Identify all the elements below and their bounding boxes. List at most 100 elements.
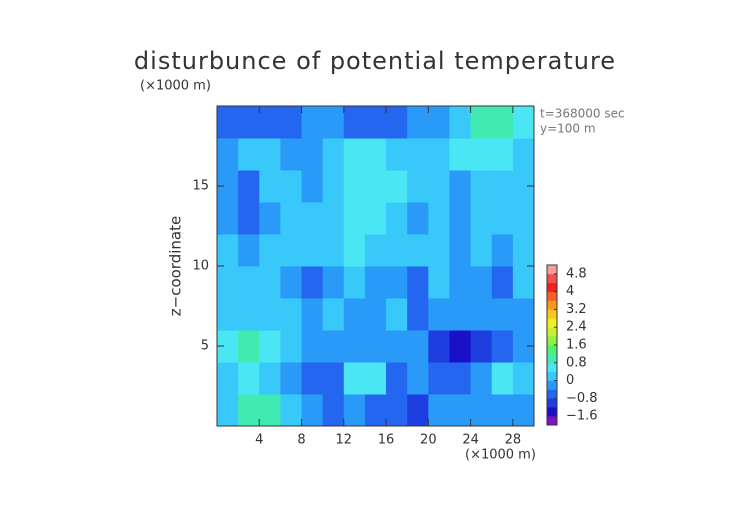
heatmap-cell: [386, 362, 408, 395]
colorbar-bin: [547, 398, 557, 408]
heatmap-cell: [280, 138, 303, 171]
heatmap-cell: [470, 330, 493, 363]
heatmap-cell: [470, 202, 493, 235]
heatmap-cell: [343, 298, 366, 331]
heatmap-cell: [364, 234, 387, 267]
heatmap-cell: [407, 330, 429, 363]
heatmap-cell: [280, 202, 303, 235]
heatmap-cell: [280, 106, 303, 139]
heatmap-cell: [259, 330, 281, 363]
heatmap-cell: [259, 298, 281, 331]
heatmap-cell: [407, 106, 429, 139]
heatmap-cell: [491, 234, 514, 267]
heatmap-cell: [428, 234, 450, 267]
heatmap-cell: [217, 202, 239, 235]
x-tick-label: 12: [336, 433, 353, 448]
heatmap-cell: [238, 266, 260, 299]
heatmap-cell: [449, 202, 472, 235]
heatmap-cell: [470, 362, 493, 395]
heatmap-cell: [322, 234, 345, 267]
heatmap-cell: [217, 138, 239, 171]
heatmap-cell: [512, 330, 535, 363]
colorbar-tick-label: 2.4: [566, 320, 587, 335]
heatmap-cell: [364, 362, 387, 395]
heatmap-cell: [259, 170, 281, 203]
colorbar-bin: [547, 371, 557, 381]
heatmap-cell: [449, 298, 472, 331]
heatmap-cell: [301, 106, 324, 139]
heatmap-cell: [449, 106, 472, 139]
x-tick-label: 16: [378, 433, 395, 448]
x-unit: (×1000 m): [465, 448, 536, 463]
heatmap-cell: [343, 266, 366, 299]
heatmap-cell: [217, 170, 239, 203]
heatmap-cell: [470, 234, 493, 267]
heatmap-cell: [449, 138, 472, 171]
heatmap-cell: [449, 266, 472, 299]
heatmap-cell: [364, 394, 387, 427]
colorbar-tick-label: 3.2: [566, 302, 587, 317]
heatmap-cell: [491, 266, 514, 299]
heatmap-cell: [512, 234, 535, 267]
heatmap-cell: [428, 202, 450, 235]
heatmap-cell: [301, 362, 324, 395]
heatmap-cell: [301, 330, 324, 363]
heatmap-cell: [428, 170, 450, 203]
x-tick-label: 20: [420, 433, 437, 448]
y-tick-label: 10: [192, 259, 209, 274]
heatmap-cell: [238, 394, 260, 427]
heatmap-cell: [364, 266, 387, 299]
heatmap-cell: [217, 298, 239, 331]
heatmap-cell: [280, 298, 303, 331]
heatmap-cell: [512, 266, 535, 299]
heatmap-cell: [301, 266, 324, 299]
heatmap-cell: [491, 170, 514, 203]
colorbar-bin: [547, 345, 557, 355]
heatmap-cell: [428, 266, 450, 299]
heatmap-cell: [428, 298, 450, 331]
heatmap-cell: [301, 170, 324, 203]
heatmap-cell: [386, 330, 408, 363]
heatmap-cell: [428, 330, 450, 363]
heatmap-cell: [449, 170, 472, 203]
heatmap-cell: [217, 362, 239, 395]
heatmap-cell: [280, 330, 303, 363]
heatmap-cell: [343, 170, 366, 203]
heatmap-cell: [428, 138, 450, 171]
heatmap-cell: [386, 266, 408, 299]
heatmap-cell: [301, 202, 324, 235]
heatmap-cell: [386, 170, 408, 203]
colorbar-bin: [547, 291, 557, 301]
heatmap-cell: [259, 106, 281, 139]
heatmap-cell: [301, 298, 324, 331]
heatmap-cell: [301, 394, 324, 427]
x-tick-label: 24: [462, 433, 479, 448]
heatmap-cell: [301, 138, 324, 171]
heatmap-cell: [364, 106, 387, 139]
heatmap-cell: [322, 202, 345, 235]
heatmap-cell: [364, 170, 387, 203]
heatmap-cell: [491, 202, 514, 235]
x-tick-label: 8: [297, 433, 305, 448]
heatmap-cell: [364, 330, 387, 363]
heatmap-cell: [238, 138, 260, 171]
heatmap-cell: [407, 138, 429, 171]
heatmap-cell: [238, 106, 260, 139]
heatmap-cell: [449, 234, 472, 267]
heatmap-cell: [322, 394, 345, 427]
heatmap-cell: [512, 170, 535, 203]
heatmap-cell: [217, 330, 239, 363]
colorbar-bin: [547, 282, 557, 292]
heatmap-cell: [343, 330, 366, 363]
heatmap-cell: [217, 234, 239, 267]
heatmap-cell: [238, 170, 260, 203]
heatmap-cell: [343, 106, 366, 139]
y-tick-label: 5: [201, 339, 209, 354]
heatmap-cell: [407, 202, 429, 235]
x-tick-label: 28: [505, 433, 522, 448]
heatmap-cell: [386, 234, 408, 267]
colorbar-tick-label: −0.8: [566, 391, 598, 406]
heatmap-cell: [343, 202, 366, 235]
heatmap-cell: [491, 298, 514, 331]
